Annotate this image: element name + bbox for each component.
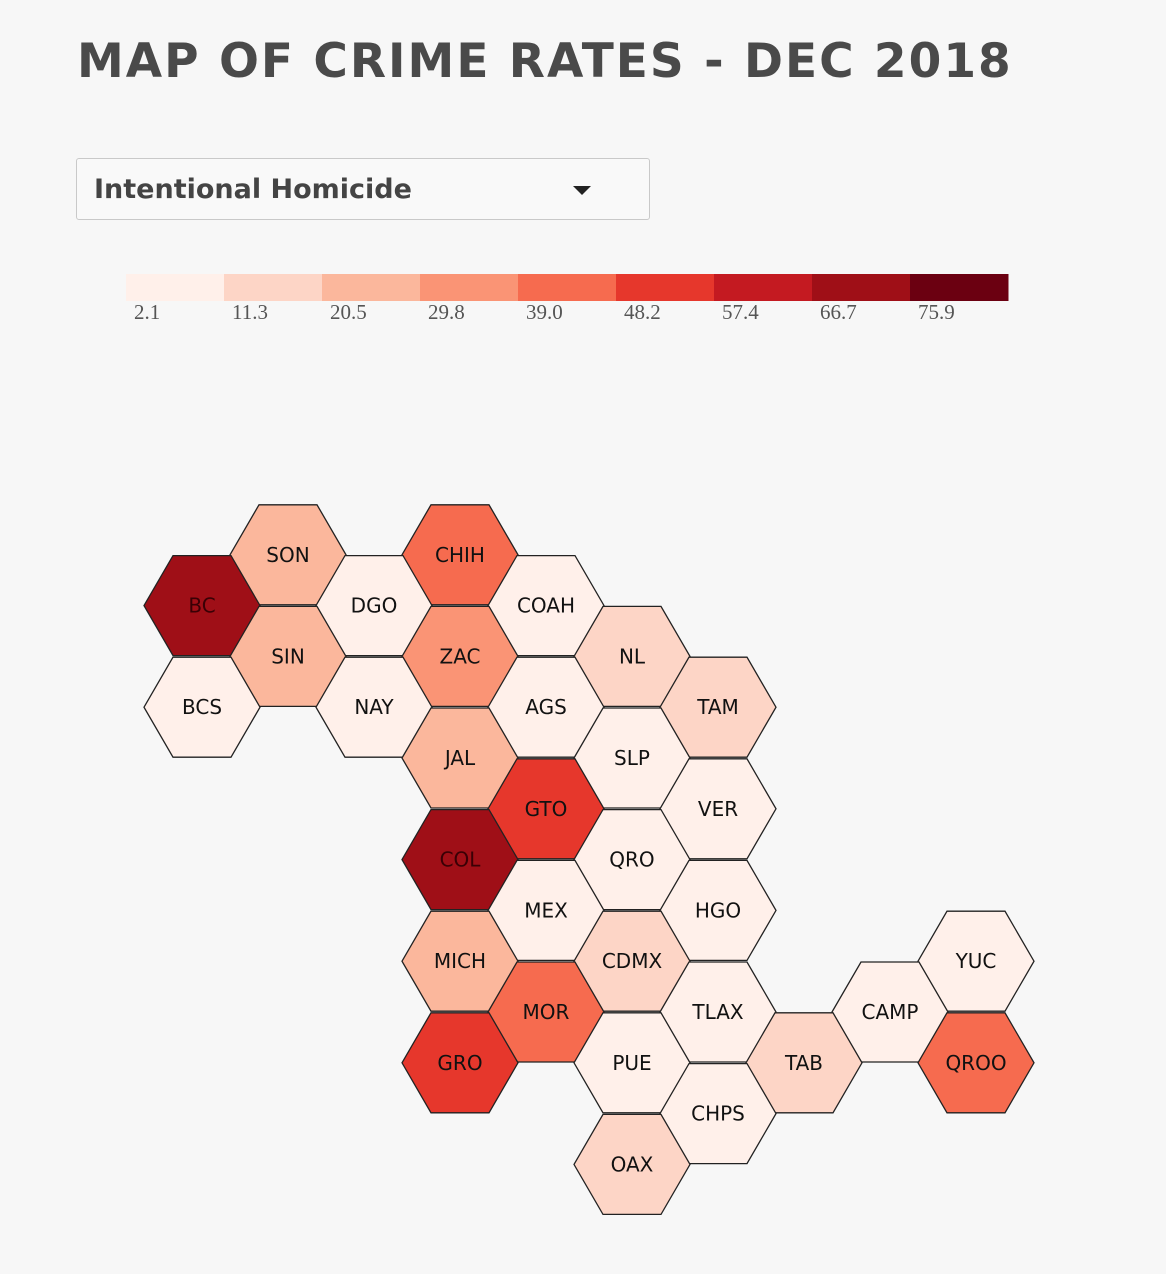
- hex-label-dgo: DGO: [351, 594, 398, 618]
- hex-label-son: SON: [266, 543, 309, 567]
- hex-label-mex: MEX: [524, 898, 568, 922]
- hex-label-mich: MICH: [434, 949, 486, 973]
- hex-label-jal: JAL: [443, 746, 476, 770]
- hex-label-ver: VER: [698, 797, 738, 821]
- hex-label-chps: CHPS: [691, 1102, 745, 1126]
- hex-label-gro: GRO: [437, 1051, 482, 1075]
- hex-label-bcs: BCS: [182, 695, 222, 719]
- hex-label-oax: OAX: [611, 1152, 654, 1176]
- hex-label-col: COL: [440, 848, 482, 872]
- hex-label-yuc: YUC: [955, 949, 997, 973]
- hex-label-camp: CAMP: [862, 1000, 919, 1024]
- hex-label-gto: GTO: [525, 797, 568, 821]
- hex-label-qro: QRO: [609, 848, 654, 872]
- hex-label-qroo: QROO: [945, 1051, 1006, 1075]
- hex-label-cdmx: CDMX: [602, 949, 663, 973]
- hex-label-tam: TAM: [696, 695, 739, 719]
- hex-label-ags: AGS: [525, 695, 567, 719]
- hex-label-nay: NAY: [354, 695, 394, 719]
- hex-label-sin: SIN: [271, 644, 305, 668]
- hex-label-slp: SLP: [614, 746, 650, 770]
- hex-label-tlax: TLAX: [691, 1000, 744, 1024]
- hex-label-zac: ZAC: [440, 644, 481, 668]
- hex-label-pue: PUE: [612, 1051, 651, 1075]
- hex-label-mor: MOR: [523, 1000, 570, 1024]
- hex-label-hgo: HGO: [695, 898, 741, 922]
- hex-label-bc: BC: [188, 594, 215, 618]
- hex-label-tab: TAB: [784, 1051, 823, 1075]
- hex-label-chih: CHIH: [435, 543, 485, 567]
- hex-label-coah: COAH: [517, 594, 575, 618]
- hex-label-nl: NL: [619, 644, 646, 668]
